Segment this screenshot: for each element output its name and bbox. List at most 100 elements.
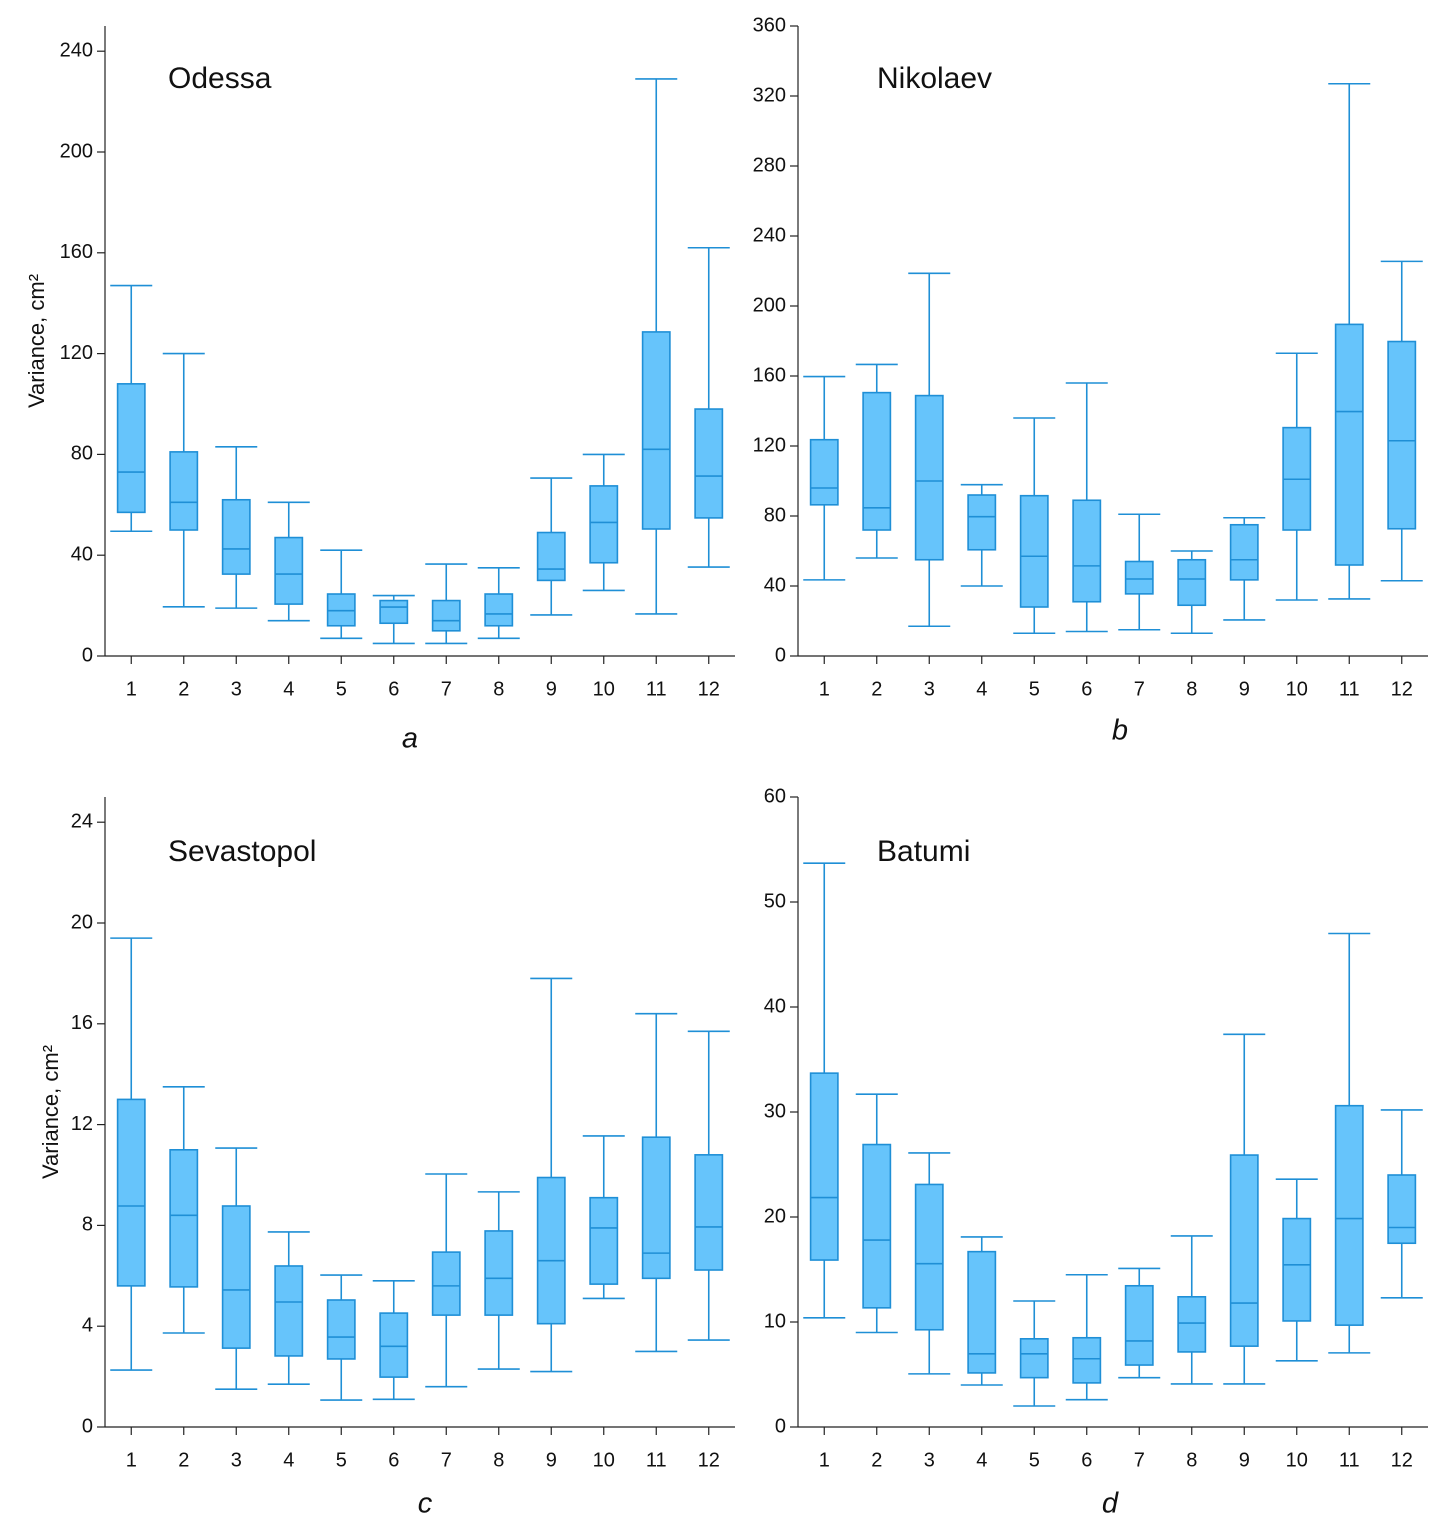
x-tick-label: 4 bbox=[976, 678, 987, 700]
x-tick-label: 6 bbox=[1081, 1449, 1092, 1471]
x-tick-label: 3 bbox=[924, 1449, 935, 1471]
y-tick-label: 40 bbox=[764, 995, 786, 1017]
y-tick-label: 360 bbox=[753, 14, 786, 36]
y-tick-label: 12 bbox=[71, 1113, 93, 1135]
y-tick-label: 0 bbox=[775, 1415, 786, 1437]
box bbox=[536, 531, 566, 582]
x-tick-label: 10 bbox=[1286, 1449, 1308, 1471]
y-tick-label: 8 bbox=[82, 1214, 93, 1236]
box bbox=[431, 599, 461, 632]
y-axis-label: Variance, cm² bbox=[38, 1045, 63, 1179]
y-tick-label: 160 bbox=[753, 364, 786, 386]
panel-label: b bbox=[1112, 715, 1128, 747]
y-tick-label: 240 bbox=[753, 224, 786, 246]
y-tick-label: 160 bbox=[60, 241, 93, 263]
y-tick-label: 200 bbox=[60, 140, 93, 162]
x-tick-label: 5 bbox=[336, 1449, 347, 1471]
y-tick-label: 80 bbox=[71, 443, 93, 465]
box bbox=[809, 438, 839, 506]
box bbox=[431, 1251, 461, 1316]
chart-title: Nikolaev bbox=[877, 62, 992, 95]
x-tick-label: 2 bbox=[178, 1449, 189, 1471]
y-tick-label: 50 bbox=[764, 890, 786, 912]
box bbox=[116, 1098, 146, 1287]
x-tick-label: 4 bbox=[283, 678, 294, 700]
x-tick-label: 11 bbox=[646, 678, 667, 700]
x-tick-label: 3 bbox=[924, 678, 935, 700]
box bbox=[589, 485, 619, 564]
box bbox=[862, 1143, 892, 1309]
x-tick-label: 8 bbox=[493, 1449, 504, 1471]
x-tick-label: 5 bbox=[1029, 1449, 1040, 1471]
box bbox=[694, 408, 724, 519]
x-tick-label: 3 bbox=[231, 678, 242, 700]
box bbox=[914, 394, 944, 561]
box bbox=[1124, 560, 1154, 595]
y-tick-label: 320 bbox=[753, 84, 786, 106]
box bbox=[1019, 494, 1049, 608]
y-tick-label: 40 bbox=[71, 543, 93, 565]
box bbox=[1124, 1284, 1154, 1366]
box bbox=[1229, 1154, 1259, 1347]
y-tick-label: 20 bbox=[764, 1205, 786, 1227]
y-tick-label: 0 bbox=[82, 1415, 93, 1437]
y-axis-label: Variance, cm² bbox=[24, 274, 49, 408]
x-tick-label: 1 bbox=[126, 1449, 137, 1471]
box bbox=[1334, 1104, 1364, 1326]
box bbox=[809, 1072, 839, 1261]
x-tick-label: 8 bbox=[1186, 678, 1197, 700]
x-tick-label: 12 bbox=[698, 1449, 720, 1471]
x-tick-label: 5 bbox=[1029, 678, 1040, 700]
box bbox=[116, 383, 146, 514]
x-tick-label: 9 bbox=[1239, 1449, 1250, 1471]
x-tick-label: 1 bbox=[819, 678, 830, 700]
box bbox=[1334, 323, 1364, 566]
y-tick-label: 120 bbox=[753, 434, 786, 456]
y-tick-label: 0 bbox=[82, 644, 93, 666]
x-tick-label: 4 bbox=[976, 1449, 987, 1471]
panel-label: a bbox=[402, 723, 418, 755]
box bbox=[326, 1299, 356, 1360]
box bbox=[1282, 1217, 1312, 1322]
x-tick-label: 12 bbox=[1391, 678, 1413, 700]
y-tick-label: 20 bbox=[71, 911, 93, 933]
box bbox=[274, 1265, 304, 1357]
y-tick-label: 40 bbox=[764, 574, 786, 596]
chart-title: Odessa bbox=[168, 62, 272, 95]
x-tick-label: 1 bbox=[126, 678, 137, 700]
chart-title: Sevastopol bbox=[168, 835, 316, 868]
box bbox=[967, 494, 997, 551]
y-tick-label: 16 bbox=[71, 1012, 93, 1034]
x-tick-label: 11 bbox=[1339, 678, 1360, 700]
box bbox=[379, 599, 409, 625]
x-tick-label: 9 bbox=[546, 678, 557, 700]
x-tick-label: 3 bbox=[231, 1449, 242, 1471]
box bbox=[221, 498, 251, 575]
box bbox=[641, 331, 671, 530]
x-tick-label: 7 bbox=[441, 678, 452, 700]
box bbox=[589, 1196, 619, 1285]
x-tick-label: 4 bbox=[283, 1449, 294, 1471]
x-tick-label: 7 bbox=[441, 1449, 452, 1471]
box bbox=[914, 1183, 944, 1331]
panel-label: c bbox=[418, 1488, 433, 1520]
x-tick-label: 6 bbox=[1081, 678, 1092, 700]
y-tick-label: 240 bbox=[60, 39, 93, 61]
y-tick-label: 0 bbox=[775, 644, 786, 666]
box bbox=[641, 1136, 671, 1280]
y-tick-label: 200 bbox=[753, 294, 786, 316]
y-tick-label: 4 bbox=[82, 1314, 93, 1336]
box bbox=[1177, 1296, 1207, 1353]
y-tick-label: 30 bbox=[764, 1100, 786, 1122]
box bbox=[1229, 523, 1259, 581]
panel-label: d bbox=[1102, 1488, 1119, 1520]
box bbox=[1177, 558, 1207, 607]
box bbox=[169, 1149, 199, 1288]
x-tick-label: 5 bbox=[336, 678, 347, 700]
box bbox=[694, 1154, 724, 1271]
x-tick-label: 1 bbox=[819, 1449, 830, 1471]
x-tick-label: 12 bbox=[698, 678, 720, 700]
box bbox=[379, 1312, 409, 1378]
y-tick-label: 24 bbox=[71, 810, 93, 832]
